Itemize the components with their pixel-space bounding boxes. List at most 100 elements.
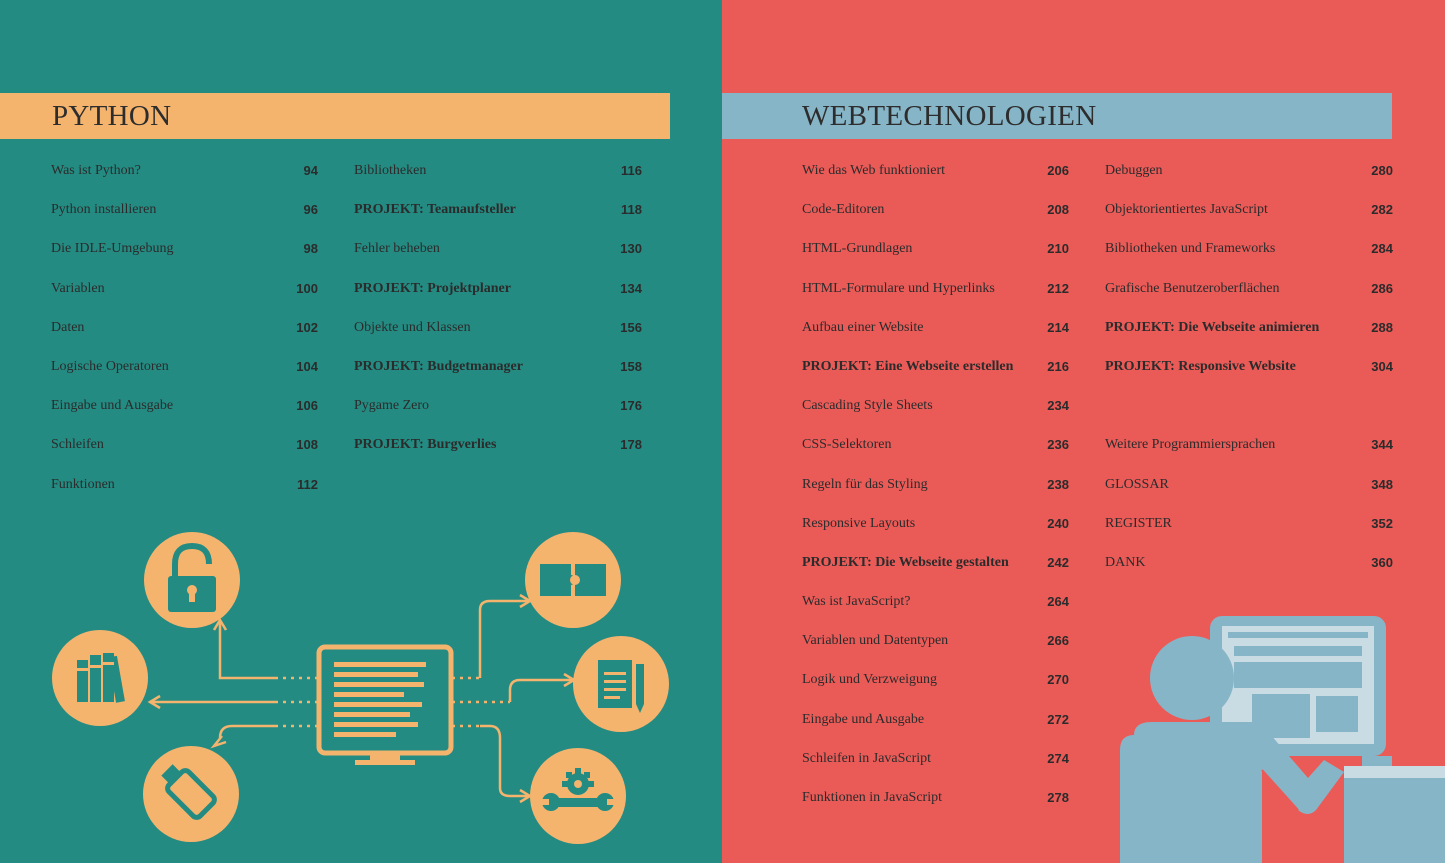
toc-entry-title: HTML-Formulare und Hyperlinks	[802, 280, 995, 296]
toc-entry: PROJEKT: Eine Webseite erstellen 216	[802, 352, 1069, 391]
toc-entry-title: Weitere Programmiersprachen	[1105, 437, 1276, 453]
toc-entry-title: Python installieren	[51, 202, 157, 218]
toc-entry-page-number: 286	[1371, 280, 1393, 296]
toc-entry-page-number: 264	[1047, 594, 1069, 610]
toc-entry: PROJEKT: Projektplaner 134	[354, 274, 642, 313]
web-toc-column-2: Debuggen 280 Objektorientiertes JavaScript…	[1105, 156, 1393, 587]
toc-entry: DANK 360	[1105, 548, 1393, 587]
toc-entry: GLOSSAR 348	[1105, 470, 1393, 509]
toc-entry: PROJEKT: Burgverlies 178	[354, 430, 642, 469]
section-title-python: PYTHON	[0, 93, 670, 139]
toc-entry: Funktionen in JavaScript 278	[802, 783, 1069, 822]
toc-entry-page-number: 272	[1047, 711, 1069, 727]
toc-entry-title: Responsive Layouts	[802, 515, 916, 531]
gear-wrench-icon	[530, 748, 626, 844]
toc-entry-page-number: 278	[1047, 790, 1069, 805]
toc-entry-title: PROJEKT: Teamaufsteller	[354, 202, 516, 218]
toc-entry-title: Logik und Verzweigung	[802, 672, 938, 688]
toc-entry-page-number: 96	[303, 202, 318, 218]
toc-entry-title: PROJEKT: Eine Webseite erstellen	[802, 358, 1014, 374]
toc-entry: PROJEKT: Budgetmanager 158	[354, 352, 642, 391]
toc-entry-title: Bibliotheken und Frameworks	[1105, 241, 1276, 257]
document-pencil-icon	[573, 636, 669, 732]
toc-entry-page-number: 214	[1047, 319, 1069, 335]
toc-entry-title: Variablen	[51, 280, 105, 296]
toc-entry-page-number: 236	[1047, 437, 1069, 453]
toc-entry: Bibliotheken und Frameworks 284	[1105, 234, 1393, 273]
toc-entry-page-number: 212	[1047, 280, 1069, 296]
toc-entry-page-number: 130	[620, 241, 642, 257]
toc-entry: CSS-Selektoren 236	[802, 430, 1069, 469]
toc-entry: Schleifen 108	[51, 430, 318, 469]
toc-entry: PROJEKT: Teamaufsteller 118	[354, 195, 642, 234]
toc-entry-title: Objekte und Klassen	[354, 319, 471, 335]
toc-entry-title: PROJEKT: Die Webseite animieren	[1105, 319, 1320, 335]
toc-entry-title: Logische Operatoren	[51, 358, 169, 374]
toc-entry-title: Cascading Style Sheets	[802, 398, 933, 414]
toc-entry: REGISTER 352	[1105, 509, 1393, 548]
toc-entry: PROJEKT: Die Webseite gestalten 242	[802, 548, 1069, 587]
toc-entry-page-number: 112	[297, 476, 318, 492]
toc-entry-title: Objektorientiertes JavaScript	[1105, 202, 1268, 218]
toc-entry-page-number: 238	[1047, 476, 1069, 492]
toc-entry: Grafische Benutzeroberflächen 286	[1105, 274, 1393, 313]
toc-entry-page-number: 156	[620, 319, 642, 335]
toc-entry: Logische Operatoren 104	[51, 352, 318, 391]
toc-entry: Variablen 100	[51, 274, 318, 313]
toc-entry-page-number: 270	[1047, 672, 1069, 688]
toc-entry-page-number: 240	[1047, 515, 1069, 531]
toc-entry: Cascading Style Sheets 234	[802, 391, 1069, 430]
toc-entry-page-number: 208	[1047, 202, 1069, 218]
toc-entry-page-number: 118	[621, 202, 642, 218]
toc-entry-page-number: 352	[1371, 515, 1393, 531]
toc-entry-title: Die IDLE-Umgebung	[51, 241, 174, 257]
toc-entry-title: CSS-Selektoren	[802, 437, 892, 453]
toc-entry: Objekte und Klassen 156	[354, 313, 642, 352]
toc-entry-page-number: 344	[1371, 437, 1393, 453]
python-illustration	[52, 532, 669, 844]
toc-entry-page-number: 282	[1371, 202, 1393, 218]
toc-entry: Fehler beheben 130	[354, 234, 642, 273]
toc-entry-title: Aufbau einer Website	[802, 319, 924, 335]
toc-entry-page-number: 242	[1047, 554, 1069, 570]
toc-entry-page-number: 158	[620, 358, 642, 374]
toc-entry-page-number: 304	[1371, 358, 1393, 374]
toc-entry: Schleifen in JavaScript 274	[802, 744, 1069, 783]
toc-entry: Regeln für das Styling 238	[802, 470, 1069, 509]
toc-entry: Bibliotheken 116	[354, 156, 642, 195]
python-toc-column-2: Bibliotheken 116 PROJEKT: Teamaufsteller 11…	[354, 156, 642, 470]
toc-entry: Logik und Verzweigung 270	[802, 665, 1069, 704]
toc-entry: Daten 102	[51, 313, 318, 352]
toc-entry-title: Eingabe und Ausgabe	[802, 711, 925, 727]
toc-entry-title: REGISTER	[1105, 515, 1172, 531]
toc-entry: Wie das Web funktioniert 206	[802, 156, 1069, 195]
puzzle-icon	[525, 532, 621, 628]
toc-entry-page-number: 106	[296, 398, 318, 414]
toc-entry-title: HTML-Grundlagen	[802, 241, 913, 257]
toc-entry: Pygame Zero 176	[354, 391, 642, 430]
toc-entry-title: DANK	[1105, 554, 1146, 570]
toc-entry-title: Wie das Web funktioniert	[802, 163, 946, 178]
toc-entry-title: PROJEKT: Projektplaner	[354, 280, 511, 296]
toc-entry: Responsive Layouts 240	[802, 509, 1069, 548]
toc-entry-title: Was ist JavaScript?	[802, 594, 911, 610]
section-title-webtechnologien: WEBTECHNOLOGIEN	[722, 93, 1392, 139]
toc-entry-title: Regeln für das Styling	[802, 476, 928, 492]
toc-entry: Python installieren 96	[51, 195, 318, 234]
toc-entry-title: Grafische Benutzeroberflächen	[1105, 280, 1280, 296]
lock-icon	[144, 532, 240, 628]
toc-entry-page-number: 266	[1047, 633, 1069, 649]
web-toc-column-1: Wie das Web funktioniert 206 Code-Editoren…	[802, 156, 1069, 822]
monitor-icon	[316, 644, 454, 765]
books-icon	[52, 630, 148, 726]
toc-entry-title: PROJEKT: Burgverlies	[354, 437, 497, 453]
toc-entry-page-number: 288	[1371, 319, 1393, 335]
person-at-computer-icon	[1120, 616, 1445, 863]
toc-entry-page-number: 176	[620, 398, 642, 414]
toc-entry-page-number: 94	[303, 163, 318, 178]
toc-entry-title: GLOSSAR	[1105, 476, 1169, 492]
toc-entry: Debuggen 280	[1105, 156, 1393, 195]
toc-entry-title: PROJEKT: Responsive Website	[1105, 358, 1296, 374]
toc-entry-page-number: 98	[303, 241, 318, 257]
toc-entry: Eingabe und Ausgabe 106	[51, 391, 318, 430]
